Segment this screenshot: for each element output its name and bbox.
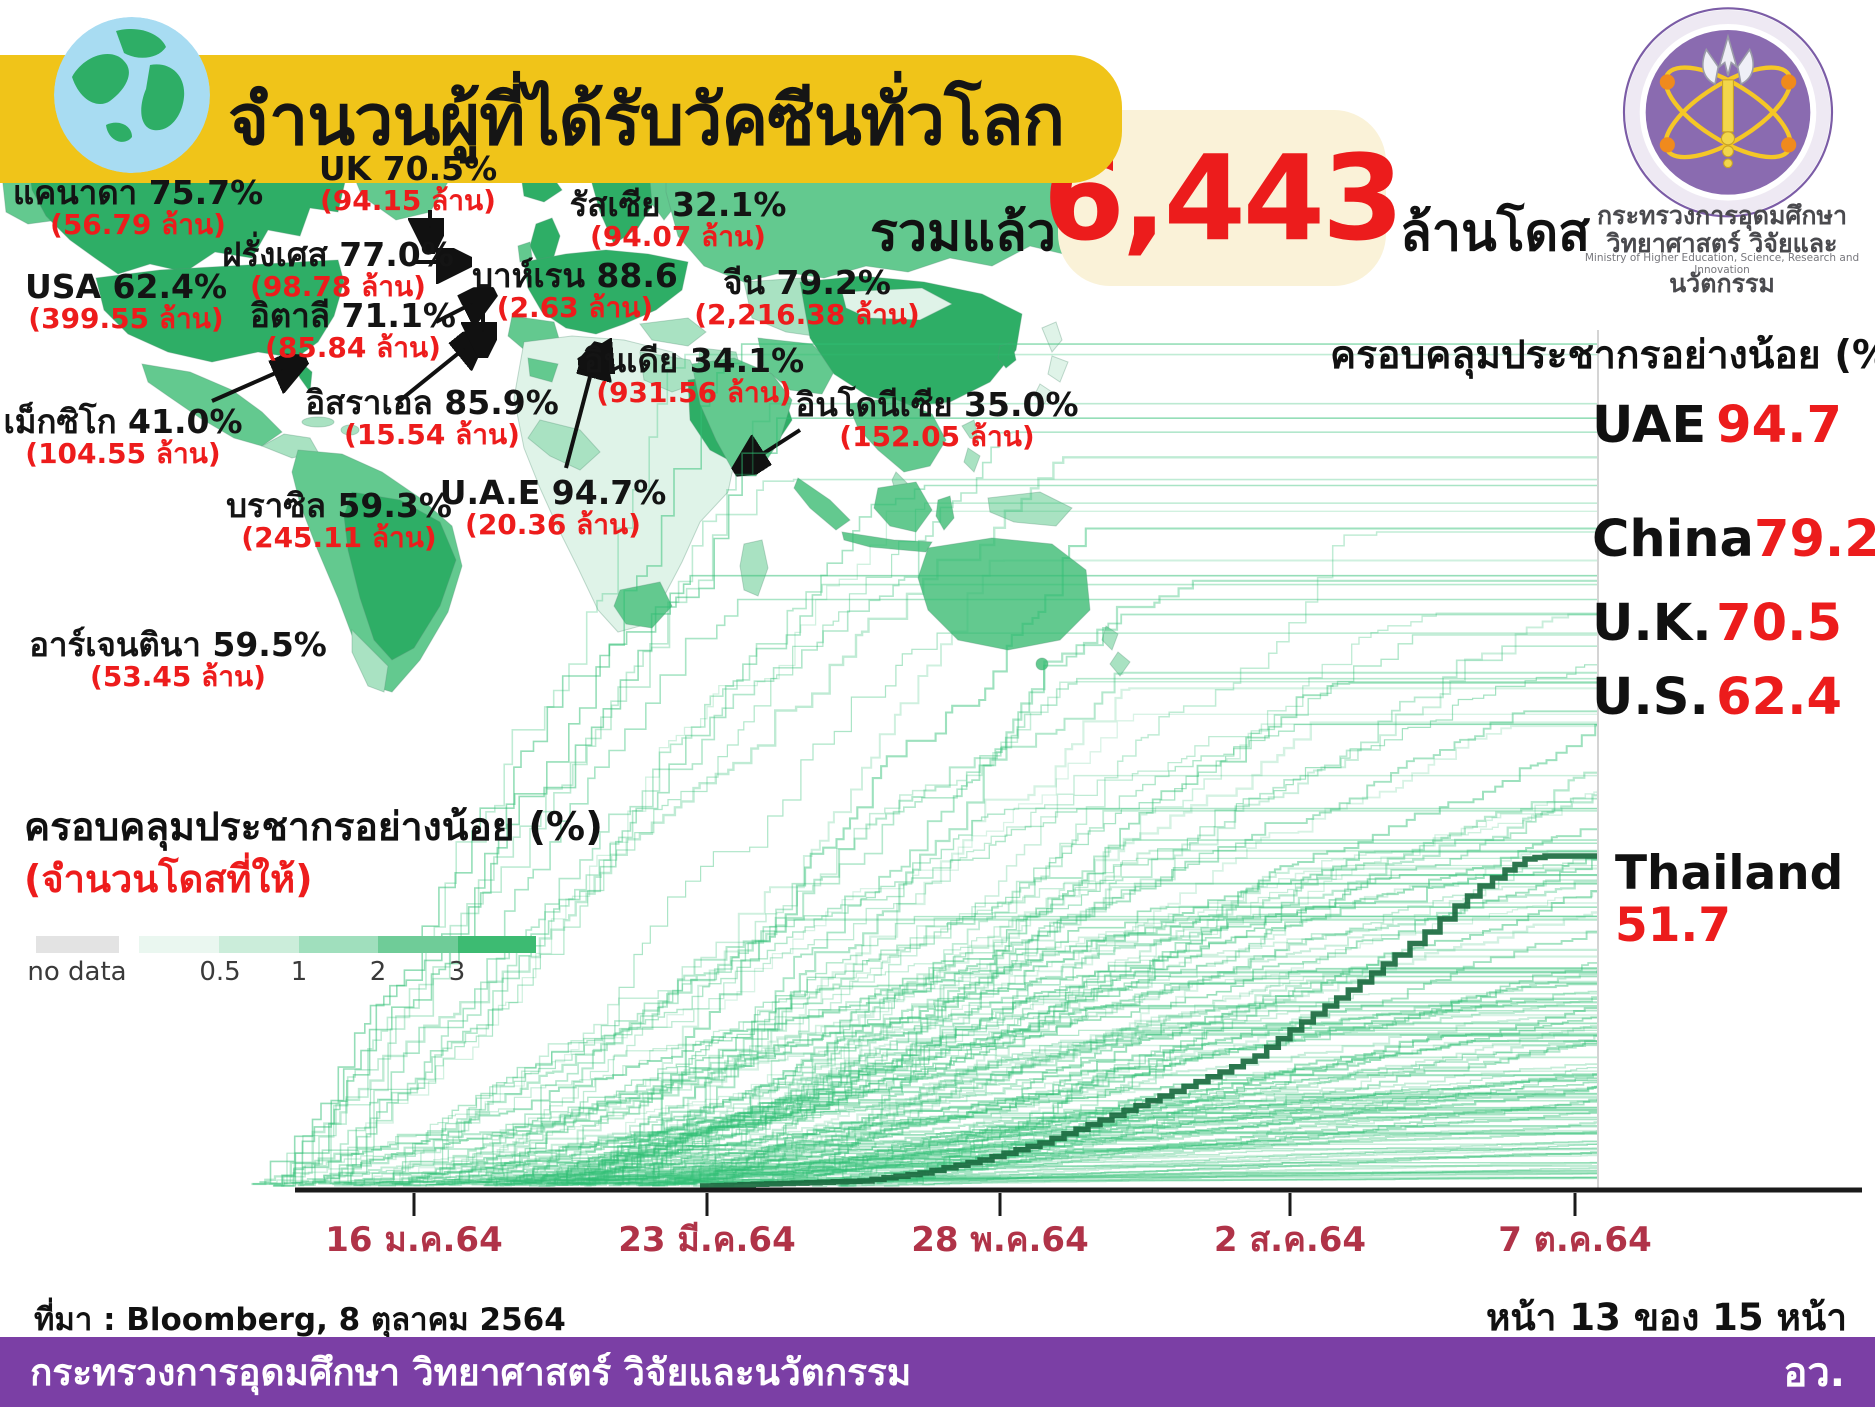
legend-subtitle: (จำนวนโดสที่ให้) xyxy=(24,857,313,901)
legend-swatch-4 xyxy=(378,936,458,953)
map-label-israel: อิสราเอล 85.9% (15.54 ล้าน) xyxy=(305,383,559,452)
map-label-canada: แคนาดา 75.7% (56.79 ล้าน) xyxy=(12,173,264,242)
x-tick-label-3: 28 พ.ค.64 xyxy=(911,1220,1089,1260)
legend-tick-2: 2 xyxy=(369,957,387,987)
map-mongolia xyxy=(841,287,954,321)
x-tick-label-1: 16 ม.ค.64 xyxy=(325,1220,503,1260)
thailand-line xyxy=(700,853,1598,1189)
panel-title: ครอบคลุมประชากรอย่างน้อย (%) xyxy=(1330,333,1875,378)
map-label-italy: อิตาลี 71.1% (85.84 ล้าน) xyxy=(250,296,456,365)
map-label-bahrain: บาห์เรน 88.6 (2.63 ล้าน) xyxy=(472,256,678,325)
map-label-mexico: เม็กซิโก 41.0% (104.55 ล้าน) xyxy=(3,402,243,471)
total-prefix: รวมแล้ว xyxy=(870,203,1056,263)
legend-nodata-label: no data xyxy=(27,957,127,987)
thailand-callout: Thailand 51.7 xyxy=(1615,846,1844,953)
map-usa xyxy=(95,259,345,363)
page-indicator: หน้า 13 ของ 15 หน้า xyxy=(1485,1296,1847,1339)
italy-arrow xyxy=(435,297,485,322)
map-label-brazil: บราซิล 59.3% (245.11 ล้าน) xyxy=(226,486,452,555)
trident-icon xyxy=(1701,33,1755,169)
map-label-argentina: อาร์เจนตินา 59.5% (53.45 ล้าน) xyxy=(29,625,327,694)
x-tick-label-5: 7 ต.ค.64 xyxy=(1498,1220,1652,1260)
total-suffix: ล้านโดส xyxy=(1400,203,1591,263)
footer-bar: กระทรวงการอุดมศึกษา วิทยาศาสตร์ วิจัยและ… xyxy=(0,1337,1875,1407)
map-australia xyxy=(917,537,1091,651)
x-tick-label-4: 2 ส.ค.64 xyxy=(1213,1220,1367,1260)
legend-swatch-5 xyxy=(458,936,536,953)
legend-swatch-2 xyxy=(219,936,299,953)
ministry-name-th1: กระทรวงการอุดมศึกษา xyxy=(1597,201,1847,230)
map-new-zealand xyxy=(1101,625,1119,651)
map-label-uae: U.A.E 94.7% (20.36 ล้าน) xyxy=(439,473,667,542)
ministry-name-en: Ministry of Higher Education, Science, R… xyxy=(1584,252,1860,276)
panel-row-uk: U.K. 70.5 xyxy=(1592,594,1842,653)
footer-abbr: อว. xyxy=(1783,1350,1845,1396)
map-europe xyxy=(523,249,689,335)
x-tick-label-2: 23 มี.ค.64 xyxy=(618,1220,796,1260)
map-label-china: จีน 79.2% (2,216.38 ล้าน) xyxy=(694,263,920,332)
legend-tick-1: 1 xyxy=(290,957,308,987)
globe-icon xyxy=(54,17,210,173)
map-africa xyxy=(513,335,737,633)
panel-row-china: China 79.2 xyxy=(1592,510,1875,569)
legend-swatch-1 xyxy=(139,936,219,953)
page-title: จำนวนผู้ที่ได้รับวัคซีนทั่วโลก xyxy=(227,78,1065,161)
map-label-france: ฝรั่งเศส 77.0% (98.78 ล้าน) xyxy=(222,235,454,304)
legend-tick-05: 0.5 xyxy=(199,957,241,987)
panel-row-uae: UAE 94.7 xyxy=(1592,396,1842,455)
ministry-logo xyxy=(1622,7,1834,218)
footer-ministry-text: กระทรวงการอุดมศึกษา วิทยาศาสตร์ วิจัยและ… xyxy=(30,1350,912,1394)
map-label-india: อินเดีย 34.1% (931.56 ล้าน) xyxy=(583,341,805,410)
map-label-uk: UK 70.5% (94.15 ล้าน) xyxy=(318,149,498,218)
map-indochina xyxy=(847,397,947,473)
india-arrow xyxy=(590,360,612,362)
legend-title: ครอบคลุมประชากรอย่างน้อย (%) xyxy=(24,805,603,850)
pointer-arrows xyxy=(211,210,802,468)
legend-swatch-nodata xyxy=(36,936,119,953)
map-indonesia xyxy=(793,477,851,531)
mexico-arrow xyxy=(211,364,296,403)
panel-row-us: U.S. 62.4 xyxy=(1592,668,1842,727)
map-label-indonesia: อินโดนีเซีย 35.0% (152.05 ล้าน) xyxy=(795,385,1079,454)
legend-tick-3: 3 xyxy=(448,957,466,987)
source-text: ที่มา : Bloomberg, 8 ตุลาคม 2564 xyxy=(34,1302,566,1338)
map-label-russia: รัสเซีย 32.1% (94.07 ล้าน) xyxy=(569,185,787,254)
map-label-usa: USA 62.4% (399.55 ล้าน) xyxy=(24,267,228,336)
ministry-name-th2: วิทยาศาสตร์ วิจัยและนวัตกรรม xyxy=(1606,229,1838,298)
indonesia-arrow xyxy=(744,428,802,466)
map-madagascar xyxy=(739,539,769,597)
map-brazil xyxy=(343,491,457,661)
legend-swatch-3 xyxy=(299,936,378,953)
